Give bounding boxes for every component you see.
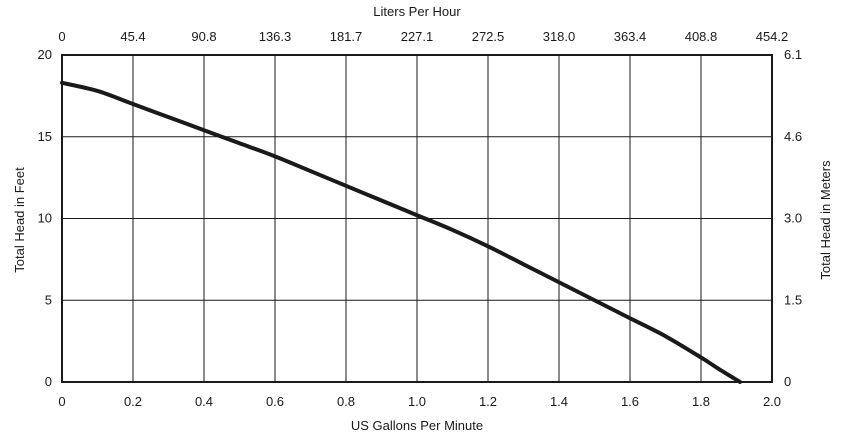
x-axis-ticks: 0 0.2 0.4 0.6 0.8 1.0 1.2 1.4 1.6 1.8 2.0 <box>58 394 781 409</box>
x2-tick-label: 408.8 <box>685 29 718 44</box>
x2-tick-label: 318.0 <box>543 29 576 44</box>
x-tick-label: 1.6 <box>621 394 639 409</box>
y2-axis-ticks: 0 1.5 3.0 4.6 6.1 <box>784 47 802 389</box>
x2-axis-title: Liters Per Hour <box>373 4 461 19</box>
x-tick-label: 0.2 <box>124 394 142 409</box>
plot-border <box>61 54 773 383</box>
y-axis-title: Total Head in Feet <box>12 167 27 273</box>
y-tick-label: 5 <box>45 292 52 307</box>
x2-tick-label: 454.2 <box>756 29 789 44</box>
x2-tick-label: 0 <box>58 29 65 44</box>
x2-tick-label: 227.1 <box>401 29 434 44</box>
x2-tick-label: 136.3 <box>259 29 292 44</box>
x-tick-label: 1.0 <box>408 394 426 409</box>
x-tick-label: 0 <box>58 394 65 409</box>
y-tick-label: 10 <box>38 211 52 226</box>
x2-tick-label: 363.4 <box>614 29 647 44</box>
x-tick-label: 2.0 <box>763 394 781 409</box>
y-tick-label: 20 <box>38 47 52 62</box>
x2-tick-label: 90.8 <box>191 29 216 44</box>
x-tick-label: 1.2 <box>479 394 497 409</box>
y2-tick-label: 6.1 <box>784 47 802 62</box>
plot-frame <box>61 54 773 383</box>
series-group <box>60 80 743 384</box>
x2-axis-ticks: 0 45.4 90.8 136.3 181.7 227.1 272.5 318.0 363.4 4… <box>58 29 788 44</box>
y-tick-label: 0 <box>45 374 52 389</box>
grid <box>61 54 773 383</box>
x2-tick-label: 181.7 <box>330 29 363 44</box>
x-tick-label: 1.4 <box>550 394 568 409</box>
x-tick-label: 1.8 <box>692 394 710 409</box>
x-tick-label: 0.4 <box>195 394 213 409</box>
y2-axis-title: Total Head in Meters <box>818 160 833 280</box>
y-axis-ticks: 0 5 10 15 20 <box>38 47 52 389</box>
head-curve-line <box>60 80 743 384</box>
x-axis-title: US Gallons Per Minute <box>351 418 483 433</box>
y-tick-label: 15 <box>38 129 52 144</box>
y2-tick-label: 0 <box>784 374 791 389</box>
y2-tick-label: 4.6 <box>784 129 802 144</box>
x2-tick-label: 45.4 <box>120 29 145 44</box>
y2-tick-label: 1.5 <box>784 292 802 307</box>
y2-tick-label: 3.0 <box>784 211 802 226</box>
x-tick-label: 0.8 <box>337 394 355 409</box>
x-tick-label: 0.6 <box>266 394 284 409</box>
x2-tick-label: 272.5 <box>472 29 505 44</box>
